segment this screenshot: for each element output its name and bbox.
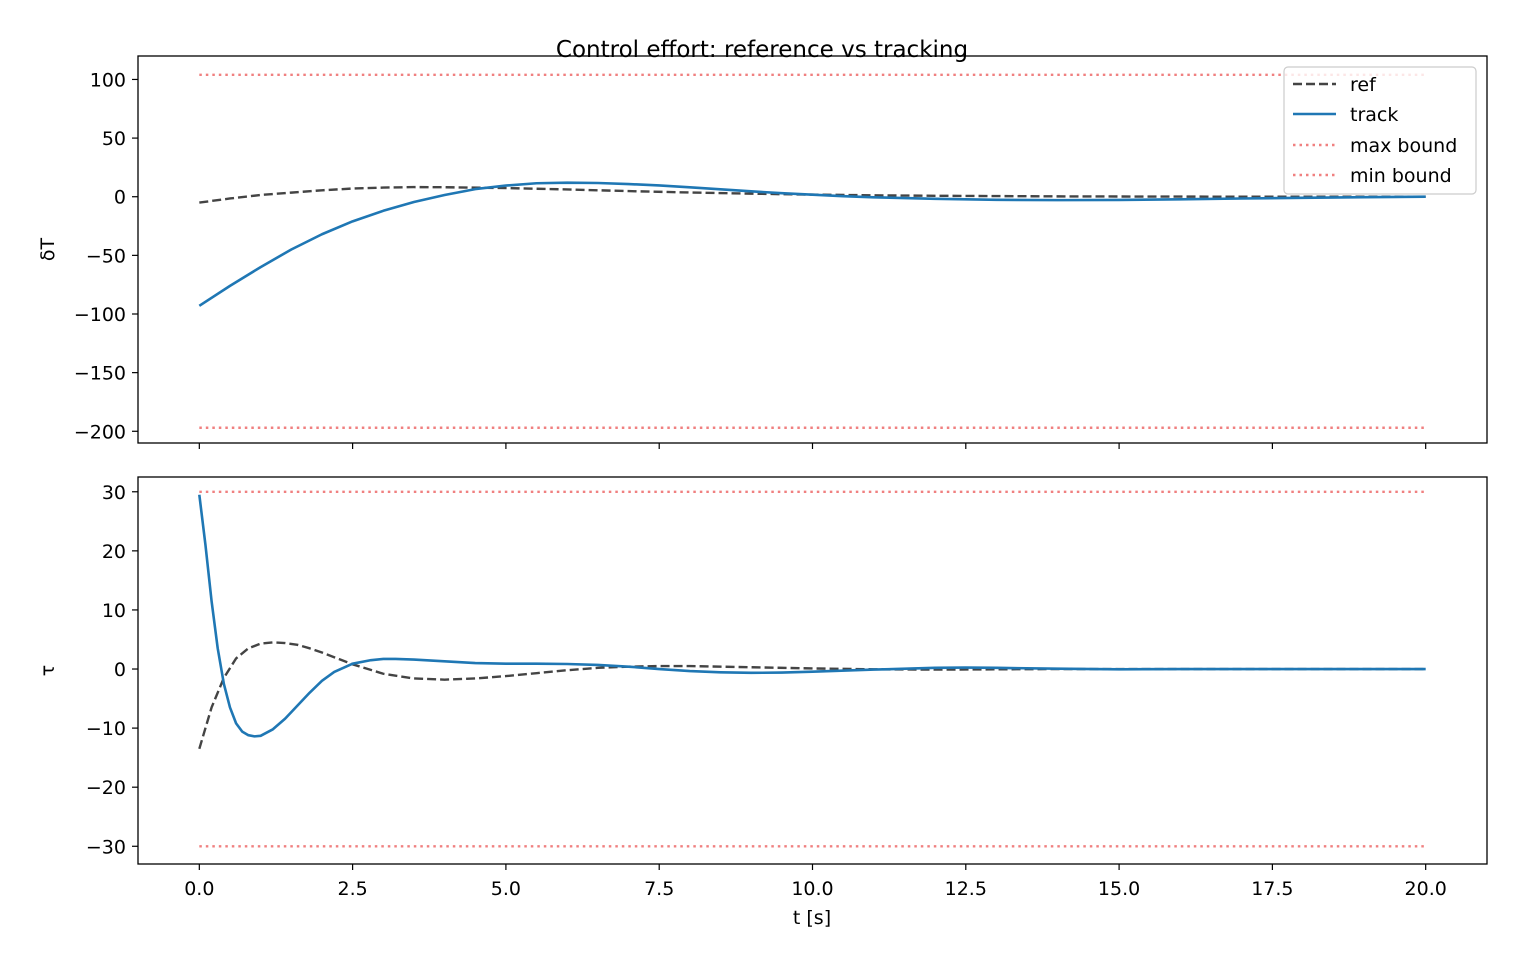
bottom-ytick-label: −20 bbox=[86, 777, 126, 799]
bottom-xtick-label: 7.5 bbox=[644, 878, 674, 900]
legend: ref track max bound min bound bbox=[1283, 66, 1477, 195]
top-y-axis-label: δT bbox=[37, 237, 59, 261]
top-ytick-label: −100 bbox=[74, 304, 126, 326]
legend-label-max-bound: max bound bbox=[1350, 135, 1457, 157]
legend-label-track: track bbox=[1350, 104, 1398, 126]
bottom-ytick-label: −30 bbox=[86, 836, 126, 858]
bottom-ytick-label: 0 bbox=[114, 659, 126, 681]
bottom-ytick-label: 30 bbox=[102, 482, 126, 504]
top-ytick-label: −200 bbox=[74, 421, 126, 443]
bottom-xtick-label: 17.5 bbox=[1251, 878, 1293, 900]
x-axis-label: t [s] bbox=[793, 907, 831, 929]
legend-label-ref: ref bbox=[1350, 74, 1377, 96]
top-ytick-label: 50 bbox=[102, 128, 126, 150]
bottom-xtick-label: 5.0 bbox=[491, 878, 521, 900]
bottom-xtick-label: 15.0 bbox=[1098, 878, 1140, 900]
bottom-xtick-label: 2.5 bbox=[338, 878, 368, 900]
bottom-ytick-label: 10 bbox=[102, 600, 126, 622]
bottom-y-axis-label: τ bbox=[37, 665, 59, 676]
chart-title: Control effort: reference vs tracking bbox=[556, 37, 968, 63]
legend-frame bbox=[1283, 66, 1477, 195]
legend-label-min-bound: min bound bbox=[1350, 165, 1452, 187]
bottom-ytick-label: 20 bbox=[102, 541, 126, 563]
bottom-xtick-label: 12.5 bbox=[945, 878, 987, 900]
bottom-xtick-label: 10.0 bbox=[791, 878, 833, 900]
top-series-ref bbox=[199, 185, 1426, 204]
bottom-xtick-label: 0.0 bbox=[184, 878, 214, 900]
top-ytick-label: 0 bbox=[114, 187, 126, 209]
bottom-series-track bbox=[198, 494, 1426, 738]
bottom-ytick-label: −10 bbox=[86, 718, 126, 740]
bottom-xtick-label: 20.0 bbox=[1405, 878, 1447, 900]
top-ytick-label: 100 bbox=[90, 69, 126, 91]
top-panel-delta-t: 100 50 0 −50 −100 −150 −200 δT bbox=[37, 55, 1488, 449]
top-series-track bbox=[198, 181, 1426, 307]
bottom-panel-tau: 30 20 10 0 −10 −20 −30 0.0 2.5 5.0 7.5 10.0 12.5 15.0… bbox=[37, 476, 1488, 900]
top-ytick-label: −150 bbox=[74, 363, 126, 385]
top-ytick-label: −50 bbox=[86, 245, 126, 267]
